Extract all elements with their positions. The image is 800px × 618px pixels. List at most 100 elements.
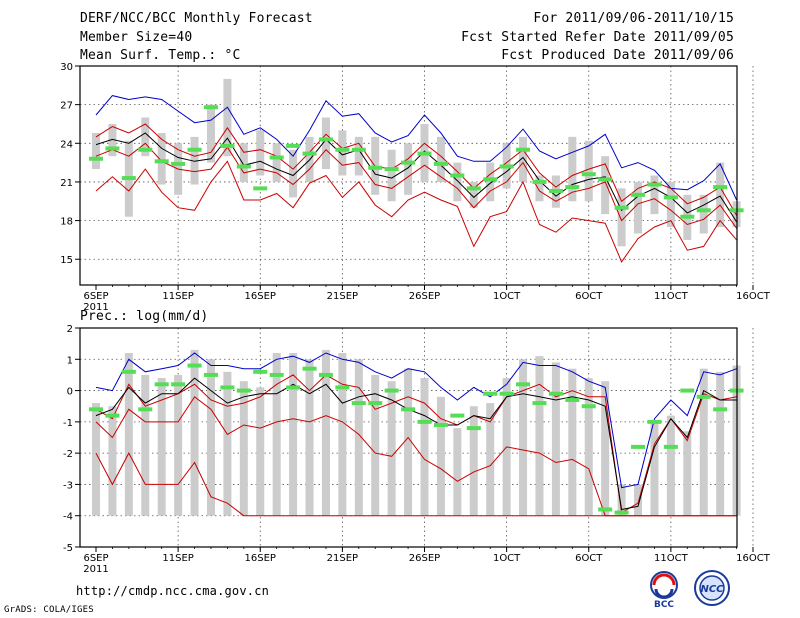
temp-range-bar	[404, 143, 413, 195]
temp-forecast-marker	[121, 176, 136, 181]
temp-forecast-marker	[696, 208, 711, 213]
prec-forecast-marker	[105, 413, 120, 418]
temp-xtick-label: 26SEP	[409, 291, 440, 302]
prec-range-bar	[272, 353, 281, 516]
member-size: Member Size=40	[80, 30, 193, 45]
temp-range-bar	[108, 123, 117, 157]
temp-forecast-marker	[647, 182, 662, 187]
prec-ytick-label: -5	[63, 543, 73, 554]
prec-max-line	[95, 352, 737, 489]
temp-lower-line	[95, 142, 738, 229]
prec-range-bar	[157, 378, 166, 516]
chart-title: DERF/NCC/BCC Monthly Forecast	[80, 11, 313, 26]
panel2-title: Prec.: log(mm/d)	[80, 309, 209, 324]
prec-range-bar	[108, 406, 117, 516]
temp-max-line	[95, 95, 738, 201]
temp-min-line	[95, 160, 737, 263]
prec-forecast-marker	[516, 382, 531, 387]
prec-range-bar	[387, 381, 396, 516]
bcc-logo-label: BCC	[654, 600, 674, 608]
temp-range-bar	[157, 132, 166, 185]
prec-range-bar	[666, 415, 675, 516]
prec-xtick-label: 11SEP	[162, 553, 193, 564]
prec-range-bar	[256, 387, 265, 516]
temp-range-bar	[584, 140, 593, 202]
temp-forecast-marker	[713, 185, 728, 190]
prec-range-bar	[436, 396, 445, 516]
temp-forecast-marker	[631, 192, 646, 197]
temp-forecast-marker	[581, 172, 596, 177]
temp-forecast-marker	[236, 164, 251, 169]
prec-ytick-label: 1	[67, 355, 73, 366]
prec-forecast-marker	[335, 385, 350, 390]
prec-range-bar	[519, 359, 528, 516]
prec-forecast-marker	[696, 394, 711, 399]
prec-range-bar	[338, 353, 347, 516]
temp-forecast-marker	[401, 160, 416, 165]
temp-forecast-marker	[598, 177, 613, 182]
prec-range-bar	[535, 356, 544, 516]
prec-range-bar	[453, 428, 462, 516]
prec-forecast-marker	[581, 404, 596, 409]
prec-forecast-marker	[318, 372, 333, 377]
temp-forecast-marker	[138, 147, 153, 152]
temp-xtick-label: 11SEP	[162, 291, 193, 302]
temp-frame	[79, 65, 738, 286]
temp-xtick-label: 16SEP	[245, 291, 276, 302]
fcst-produced-date: Fcst Produced Date 2011/09/06	[501, 48, 734, 63]
temp-range-bar	[338, 130, 347, 176]
prec-range-bar	[699, 368, 708, 516]
prec-forecast-marker	[401, 407, 416, 412]
temp-range-bar	[650, 175, 659, 215]
temp-forecast-marker	[663, 195, 678, 200]
temp-forecast-marker	[450, 173, 465, 178]
prec-forecast-marker	[565, 397, 580, 402]
prec-forecast-marker	[154, 382, 169, 387]
prec-range-bar	[683, 431, 692, 516]
temp-range-bar	[469, 181, 478, 208]
source-url[interactable]: http://cmdp.ncc.cma.gov.cn	[76, 584, 270, 598]
temp-range-bar	[716, 162, 725, 228]
temp-range-bar	[321, 117, 330, 170]
prec-ytick-label: 2	[67, 324, 73, 335]
prec-forecast-marker	[302, 366, 317, 371]
temp-xtick-label: 1OCT	[493, 291, 521, 302]
prec-forecast-marker	[548, 391, 563, 396]
prec-forecast-marker	[253, 369, 268, 374]
prec-range-bar	[551, 362, 560, 516]
prec-mean-line	[95, 377, 737, 511]
temp-ytick-label: 15	[60, 255, 73, 266]
temp-range-bar	[666, 181, 675, 228]
prec-xtick-label: 16OCT	[736, 553, 771, 564]
prec-forecast-marker	[483, 391, 498, 396]
temp-forecast-marker	[368, 165, 383, 170]
prec-range-bar	[239, 381, 248, 516]
prec-forecast-marker	[450, 413, 465, 418]
temp-forecast-marker	[499, 164, 514, 169]
prec-ytick-label: -2	[63, 449, 73, 460]
prec-ytick-label: -4	[63, 512, 73, 523]
prec-range-bar	[404, 368, 413, 516]
prec-xtick-label: 16SEP	[245, 553, 276, 564]
temp-forecast-marker	[335, 147, 350, 152]
prec-forecast-marker	[466, 426, 481, 431]
panel1-title: Mean Surf. Temp.: °C	[80, 48, 241, 63]
prec-range-bar	[321, 349, 330, 516]
prec-forecast-marker	[203, 372, 218, 377]
ncc-logo-label: NCC	[700, 584, 724, 595]
temp-forecast-marker	[351, 147, 366, 152]
temp-range-bar	[486, 162, 495, 202]
prec-forecast-marker	[220, 385, 235, 390]
prec-forecast-marker	[647, 419, 662, 424]
prec-forecast-marker	[236, 388, 251, 393]
temp-forecast-marker	[171, 161, 186, 166]
prec-forecast-marker	[368, 401, 383, 406]
temp-forecast-marker	[187, 147, 202, 152]
temp-forecast-marker	[614, 205, 629, 210]
prec-ytick-label: -1	[63, 418, 73, 429]
temp-range-bar	[601, 156, 610, 215]
prec-forecast-marker	[680, 388, 695, 393]
temp-range-bar	[141, 117, 150, 157]
prec-range-bar	[141, 374, 150, 516]
